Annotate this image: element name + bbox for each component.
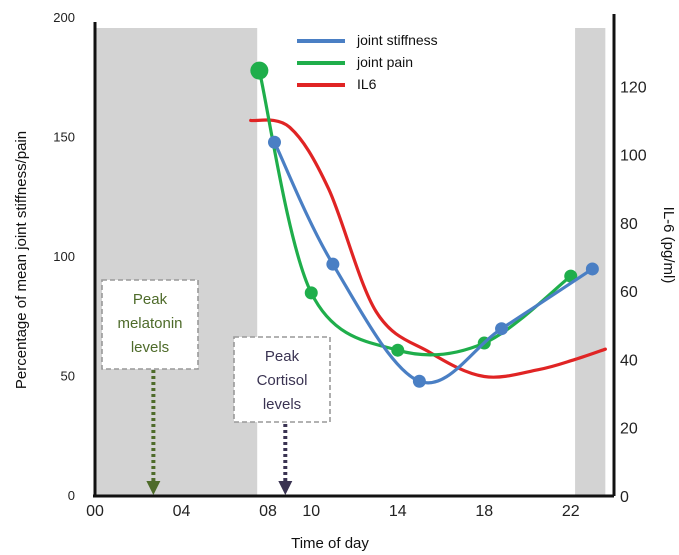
shaded-region-0 [95, 28, 258, 496]
melatonin-label-line-1: melatonin [117, 315, 182, 332]
x-tick-label-08: 08 [259, 503, 277, 520]
legend-label-joint-pain: joint pain [356, 54, 413, 70]
x-tick-label-04: 04 [173, 503, 191, 520]
data-point-joint-pain-2 [391, 343, 405, 357]
x-axis-title: Time of day [291, 535, 369, 552]
right-tick-label-120: 120 [620, 79, 647, 96]
legend-label-joint-stiffness: joint stiffness [356, 32, 438, 48]
series-lines [249, 61, 607, 388]
cortisol-box [233, 336, 331, 423]
data-point-joint-stiffness-2 [412, 374, 426, 388]
melatonin-arrow-head [146, 481, 161, 495]
cortisol-arrow-head [278, 481, 293, 495]
right-tick-label-60: 60 [620, 284, 638, 301]
night-shading [95, 28, 606, 496]
left-tick-label-50: 50 [61, 369, 75, 384]
x-tick-label-10: 10 [302, 503, 320, 520]
right-tick-label-100: 100 [620, 148, 647, 165]
left-tick-label-200: 200 [53, 10, 75, 25]
melatonin-box [101, 279, 199, 370]
right-y-axis-title: IL-6 (pg/ml) [660, 207, 677, 284]
left-tick-label-0: 0 [68, 488, 75, 503]
right-tick-label-40: 40 [620, 352, 638, 369]
right-tick-label-0: 0 [620, 489, 629, 506]
x-tick-label-14: 14 [389, 503, 407, 520]
annotations: Peak melatonin levels Peak Cortisol levels [101, 279, 331, 495]
series-line-il6 [249, 118, 607, 379]
legend: joint stiffness joint pain IL6 [297, 32, 438, 92]
left-tick-label-150: 150 [53, 130, 75, 145]
shaded-region-1 [575, 28, 606, 496]
data-point-joint-stiffness-3 [495, 322, 509, 336]
x-tick-label-18: 18 [475, 503, 493, 520]
cortisol-label-line-0: Peak [265, 348, 300, 365]
left-y-axis: 0 50 100 150 200 [53, 10, 97, 503]
data-point-joint-stiffness-0 [267, 135, 281, 149]
left-y-axis-title: Percentage of mean joint stiffness/pain [13, 131, 30, 389]
data-point-joint-stiffness-4 [585, 262, 599, 276]
data-point-joint-pain-0 [250, 61, 269, 80]
x-axis: 00 04 08 10 14 18 22 [86, 494, 614, 520]
melatonin-label-line-0: Peak [133, 291, 168, 308]
cortisol-label-line-1: Cortisol [257, 372, 308, 389]
melatonin-label-line-2: levels [131, 339, 169, 356]
cortisol-label-line-2: levels [263, 396, 301, 413]
data-point-joint-pain-1 [304, 286, 318, 300]
x-tick-label-00: 00 [86, 503, 104, 520]
right-tick-label-80: 80 [620, 216, 638, 233]
right-tick-label-20: 20 [620, 421, 638, 438]
legend-label-il6: IL6 [357, 76, 377, 92]
x-tick-label-22: 22 [562, 503, 580, 520]
right-y-axis: 0 20 40 60 80 100 120 [612, 14, 647, 506]
left-tick-label-100: 100 [53, 249, 75, 264]
data-point-joint-stiffness-1 [326, 257, 340, 271]
